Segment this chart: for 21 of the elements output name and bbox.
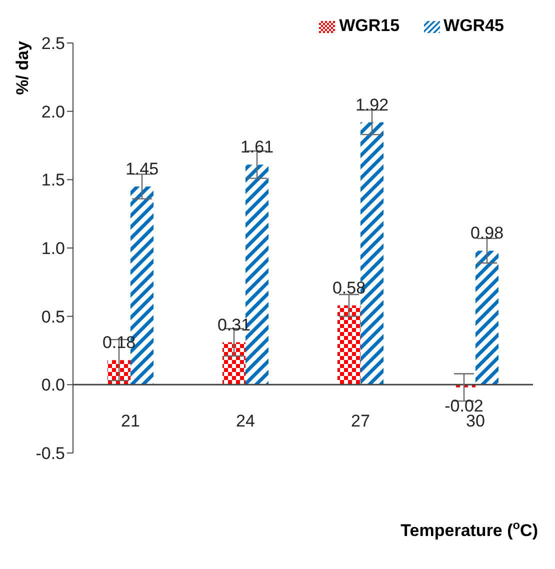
- y-tick-label: 0.5: [41, 307, 65, 326]
- x-tick-label: 24: [236, 411, 255, 430]
- legend-label: WGR45: [444, 16, 504, 35]
- legend-label: WGR15: [339, 16, 400, 35]
- x-tick-label: 27: [351, 411, 370, 430]
- y-tick-label: 2.0: [41, 102, 65, 122]
- bar: [108, 360, 130, 385]
- data-label: 1.92: [355, 95, 389, 114]
- x-tick-label: 21: [121, 411, 140, 430]
- y-axis-title: %/ day: [13, 40, 32, 95]
- data-label: 0.98: [470, 224, 504, 243]
- y-tick-label: 1.5: [41, 170, 65, 190]
- y-tick-label: -0.5: [36, 444, 65, 464]
- y-tick-label: 0.0: [41, 376, 65, 395]
- bar: [476, 250, 498, 385]
- x-axis-title: Temperature ($^{o}$C): [400, 518, 538, 540]
- data-label: 1.45: [125, 160, 159, 178]
- y-tick-label: 1.0: [41, 239, 65, 258]
- y-tick-label: 2.5: [41, 34, 65, 54]
- bar: [222, 342, 246, 385]
- bar: [338, 305, 360, 385]
